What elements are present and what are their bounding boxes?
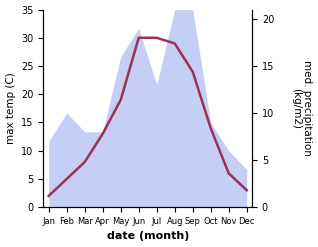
Y-axis label: med. precipitation
(kg/m2): med. precipitation (kg/m2): [291, 61, 313, 156]
X-axis label: date (month): date (month): [107, 231, 189, 242]
Y-axis label: max temp (C): max temp (C): [5, 72, 16, 144]
